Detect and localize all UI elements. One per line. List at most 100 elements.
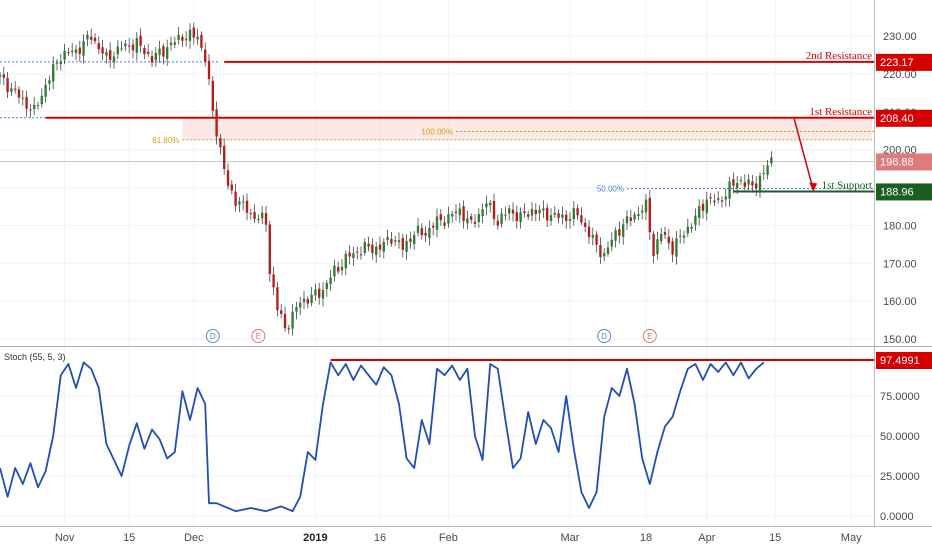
event-marker-d[interactable] (205, 329, 220, 343)
candle-body (766, 165, 769, 175)
candle-body (135, 38, 138, 53)
y-tick-label[interactable]: 150.00 (883, 334, 917, 346)
candle-body (173, 42, 176, 45)
candle-body (192, 27, 195, 38)
candle-body (321, 289, 325, 299)
candle-body (614, 230, 617, 241)
candle-body (724, 196, 727, 200)
y-tick-label[interactable]: 180.00 (883, 220, 917, 232)
level-label-3: 1st Support (822, 179, 872, 191)
candle-body (728, 181, 731, 199)
candle-body (656, 239, 659, 255)
resistance-zone-fill (182, 117, 872, 140)
candle-body (185, 38, 188, 40)
candle-body (477, 214, 480, 222)
candle-body (743, 182, 746, 187)
candle-body (701, 203, 705, 211)
candle-body (694, 215, 697, 225)
candle-body (462, 206, 465, 222)
y-tick-label[interactable]: 220.00 (883, 69, 917, 81)
candle-body (416, 225, 420, 233)
y-tick-label[interactable]: 170.00 (883, 258, 917, 270)
candle-body (86, 34, 89, 40)
candle-body (147, 51, 150, 54)
candle-body (485, 203, 488, 208)
y-tick-label[interactable]: 230.00 (883, 31, 917, 43)
x-tick-label[interactable]: 15 (769, 532, 781, 544)
candle-body (739, 180, 743, 182)
candle-body (565, 214, 568, 221)
candle-body (591, 234, 594, 238)
candle-body (599, 245, 602, 258)
x-tick-label[interactable]: 18 (640, 532, 652, 544)
candle-body (105, 52, 108, 56)
x-tick-label[interactable]: Mar (561, 532, 580, 544)
candle-body (762, 172, 765, 174)
candle-body (492, 201, 496, 220)
candle-body (253, 212, 256, 219)
price-axis[interactable]: 230.00220.00210.00200.00190.00180.00170.… (876, 31, 932, 523)
event-marker-letter: E (647, 332, 652, 341)
osc-tick-label[interactable]: 50.0000 (880, 431, 920, 443)
candle-body (306, 299, 309, 304)
support-resistance-levels: 2nd Resistance 1st Resistance 1st Support (45, 50, 874, 193)
x-tick-label[interactable]: May (841, 532, 862, 544)
x-tick-label[interactable]: 16 (374, 532, 386, 544)
candle-body (546, 207, 549, 221)
candle-body (519, 212, 522, 223)
candle-body (489, 202, 492, 206)
osc-tick-label[interactable]: 75.0000 (880, 391, 920, 403)
x-tick-label[interactable]: Nov (55, 532, 75, 544)
tag-2nd-resistance-bg (876, 53, 932, 71)
candle-body (466, 218, 469, 224)
candle-body (690, 226, 693, 229)
y-tick-label[interactable]: 160.00 (883, 296, 917, 308)
candle-body (245, 200, 249, 213)
candle-body (280, 310, 283, 314)
tag-osc-level: 97.4991 (880, 355, 920, 367)
candle-body (679, 235, 682, 237)
candle-body (557, 213, 560, 218)
tag-osc-level-bg (876, 352, 932, 370)
fib-label-61-8: 61.80% (152, 136, 179, 145)
candle-body (371, 244, 374, 254)
x-tick-label[interactable]: 2019 (303, 532, 327, 544)
candle-body (352, 253, 355, 259)
osc-tick-label[interactable]: 25.0000 (880, 471, 920, 483)
candle-body (515, 212, 518, 222)
candle-body (356, 251, 359, 253)
candle-body (511, 209, 515, 214)
candle-body (698, 205, 701, 218)
candle-body (226, 170, 230, 186)
candle-body (120, 48, 123, 50)
candle-body (143, 48, 146, 55)
candle-body (109, 50, 112, 60)
time-axis[interactable]: Nov 15 Dec 2019 16 Feb Mar 18 Apr 15 May (55, 532, 862, 544)
candle-body (238, 201, 241, 205)
event-marker-e[interactable] (251, 329, 266, 343)
candle-body (52, 64, 55, 82)
candle-body (454, 211, 458, 214)
tag-1st-support: 188.96 (880, 186, 914, 198)
candle-body (359, 254, 363, 256)
osc-tick-label[interactable]: 0.0000 (880, 511, 914, 523)
projection-arrow (793, 118, 818, 192)
x-tick-label[interactable]: Feb (439, 532, 458, 544)
x-tick-label[interactable]: Dec (184, 532, 204, 544)
event-marker-d[interactable] (597, 329, 612, 343)
candle-body (200, 34, 203, 48)
candle-body (29, 109, 32, 111)
x-tick-label[interactable]: 15 (123, 532, 135, 544)
event-marker-letter: E (256, 332, 261, 341)
candle-body (675, 238, 678, 257)
candle-body (97, 43, 100, 50)
candle-body (435, 216, 439, 230)
candle-body (63, 50, 66, 60)
event-marker-e[interactable] (642, 329, 657, 343)
fib-label-50: 50.00% (597, 185, 624, 194)
x-tick-label[interactable]: Apr (698, 532, 715, 544)
candle-body (2, 74, 5, 78)
candle-body (204, 49, 207, 63)
